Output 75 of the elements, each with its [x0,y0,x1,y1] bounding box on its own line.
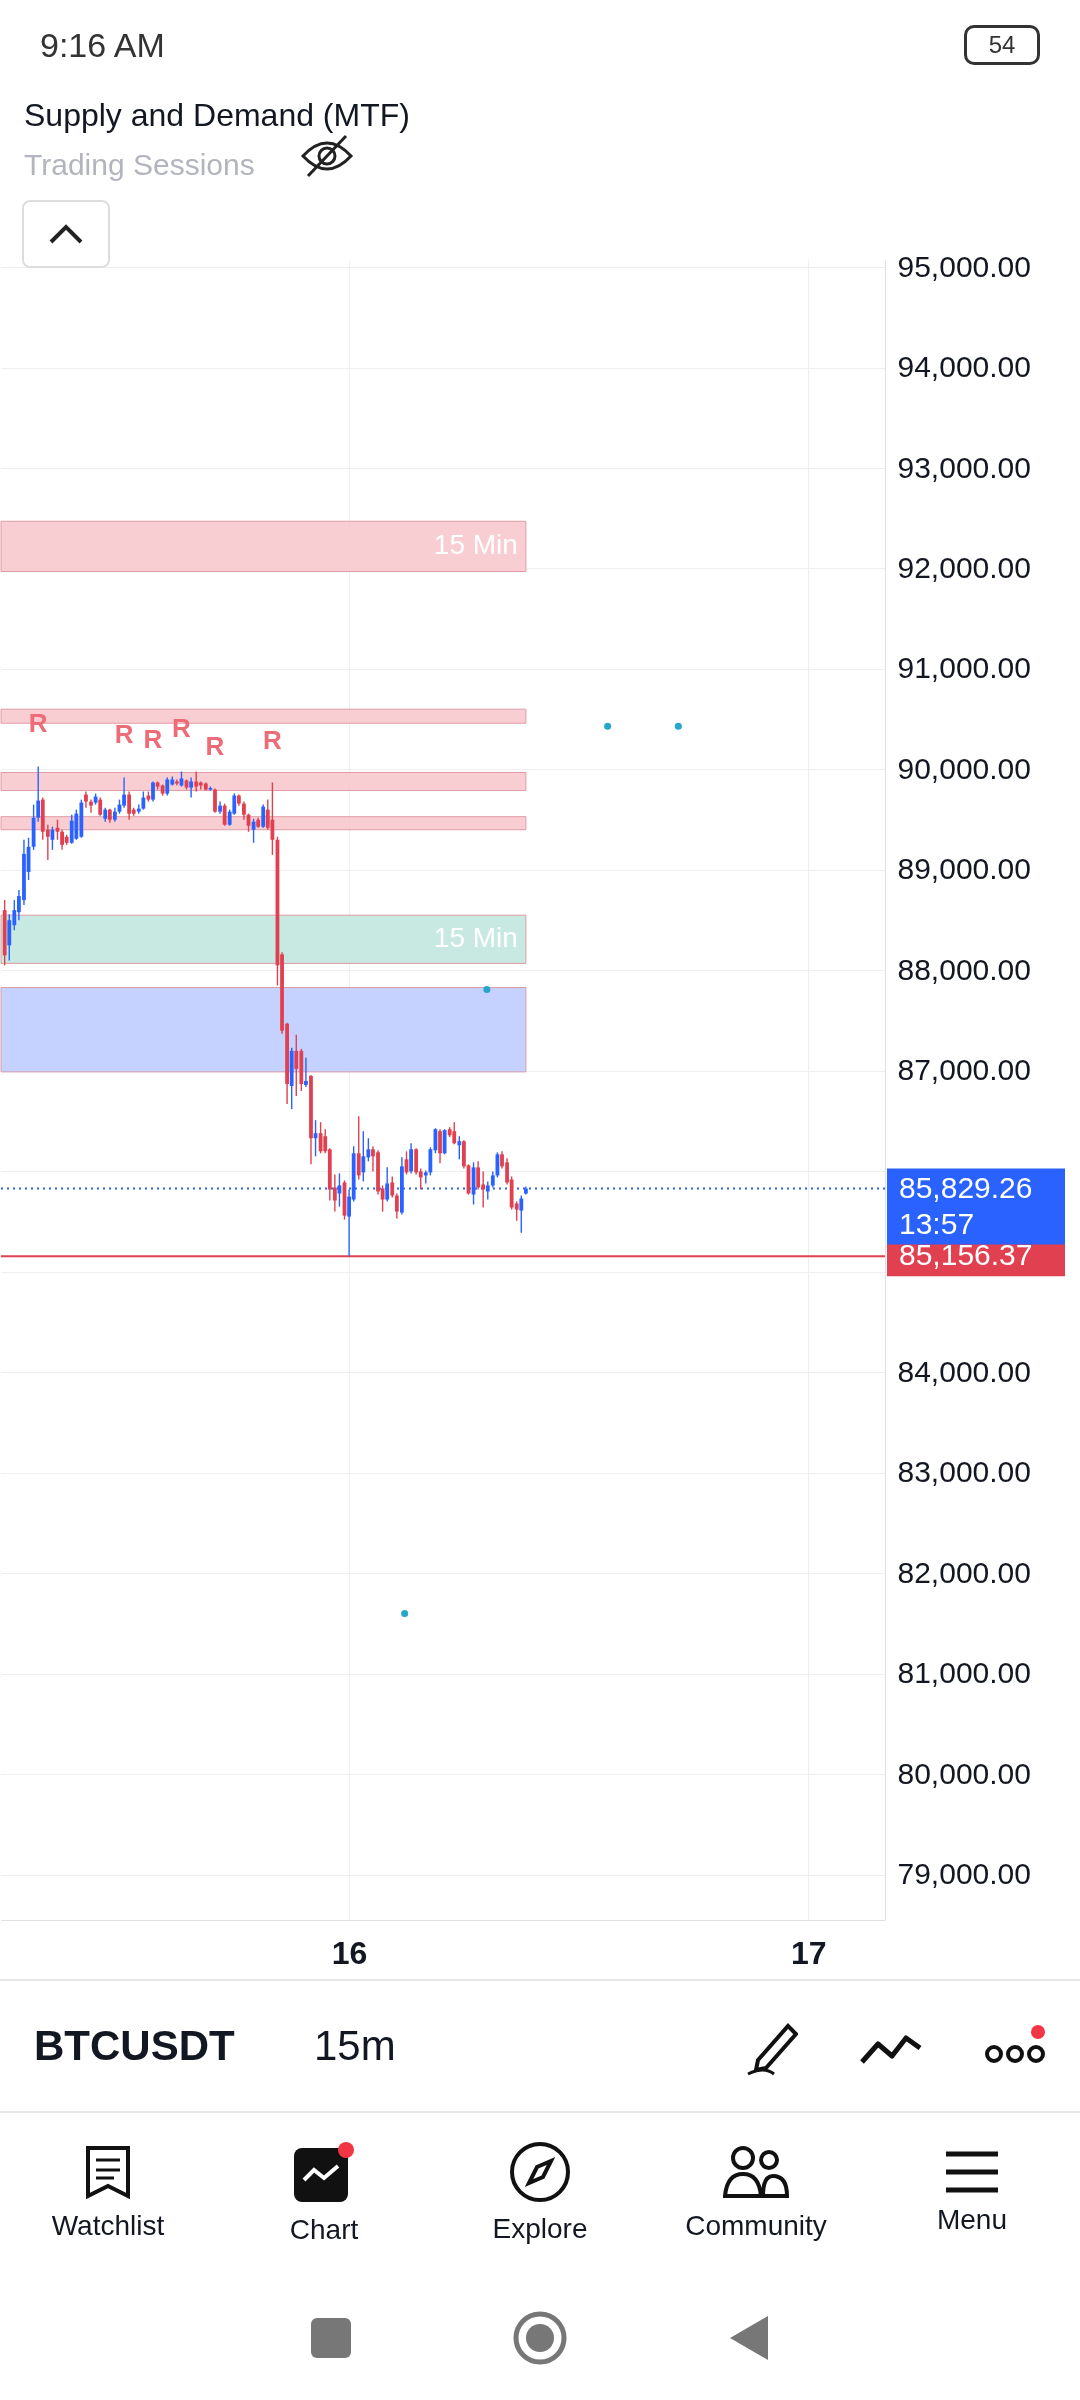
y-tick-label: 83,000.00 [897,1455,1031,1489]
candlestick [294,1034,299,1097]
text: Chart [289,2214,359,2246]
candlestick [356,1115,361,1181]
candlestick [194,770,199,793]
candlestick [98,796,103,817]
y-tick-label: 89,000.00 [897,852,1031,886]
candlestick [414,1147,419,1176]
y-tick-label: 95,000.00 [897,249,1031,283]
candlestick [141,790,146,811]
candlestick [409,1142,413,1175]
candlestick [452,1121,457,1145]
point [401,1609,409,1618]
candlestick [519,1194,524,1234]
ref-line-label: 85,156.37 [899,1238,1033,1272]
candlestick [428,1146,433,1177]
y-tick-label: 90,000.00 [897,751,1031,785]
chart-title: Supply and Demand (MTF) [24,97,410,134]
y-tick-label: 82,000.00 [897,1555,1031,1589]
point [674,722,682,730]
x-tick-label: 17 [791,1934,827,1971]
candlestick [485,1180,490,1201]
annotation: R [205,730,225,761]
candlestick [385,1166,390,1203]
candlestick [318,1121,323,1155]
candlestick [438,1128,442,1165]
chart-subtitle: Trading Sessions [24,148,255,182]
candlestick [189,776,194,799]
battery-icon: 54 [964,25,1040,65]
text: Menu [936,2204,1008,2236]
annotation: R [172,713,192,744]
text: 13:57 [899,1206,975,1240]
candlestick [127,790,132,821]
candlestick [442,1128,447,1156]
text: Explore [492,2213,588,2245]
y-tick-label: 87,000.00 [897,1053,1031,1087]
candlestick [261,803,266,829]
annotation: R [143,723,163,754]
text: 15m [314,2022,397,2070]
candlestick [151,780,155,803]
annotation: R [28,708,48,739]
y-tick-label: 91,000.00 [897,651,1031,685]
text: BTCUSDT [34,2022,236,2070]
y-tick-label: 79,000.00 [897,1857,1031,1891]
x-tick-label: 16 [331,1934,368,1971]
candlestick [213,787,217,814]
candlestick [394,1192,399,1220]
candlestick [69,813,74,845]
point [483,985,491,994]
y-tick-label: 84,000.00 [897,1354,1031,1388]
y-tick-label: 94,000.00 [897,350,1031,384]
candlestick [390,1175,395,1199]
candlestick [174,778,179,787]
y-tick-label: 88,000.00 [897,952,1031,986]
text: 9:16 AM [40,25,165,65]
annotation: R [114,719,134,750]
text: Watchlist [51,2210,165,2242]
candlestick [361,1130,366,1183]
candlestick [222,802,227,827]
y-tick-label: 80,000.00 [897,1756,1031,1790]
candlestick [457,1135,462,1161]
y-tick-label: 93,000.00 [897,450,1031,484]
candlestick [270,781,275,856]
text: Community [685,2210,827,2242]
annotation: R [263,724,283,755]
candlestick [242,800,246,821]
candlestick [476,1160,481,1191]
candlestick [165,776,170,797]
y-tick-label: 81,000.00 [897,1656,1031,1690]
candlestick [304,1057,308,1088]
candlestick [89,798,93,814]
ref-line-label: 85,829.26 [899,1170,1033,1204]
y-tick-label: 92,000.00 [897,550,1031,584]
point [604,722,612,730]
candlestick [122,776,126,809]
